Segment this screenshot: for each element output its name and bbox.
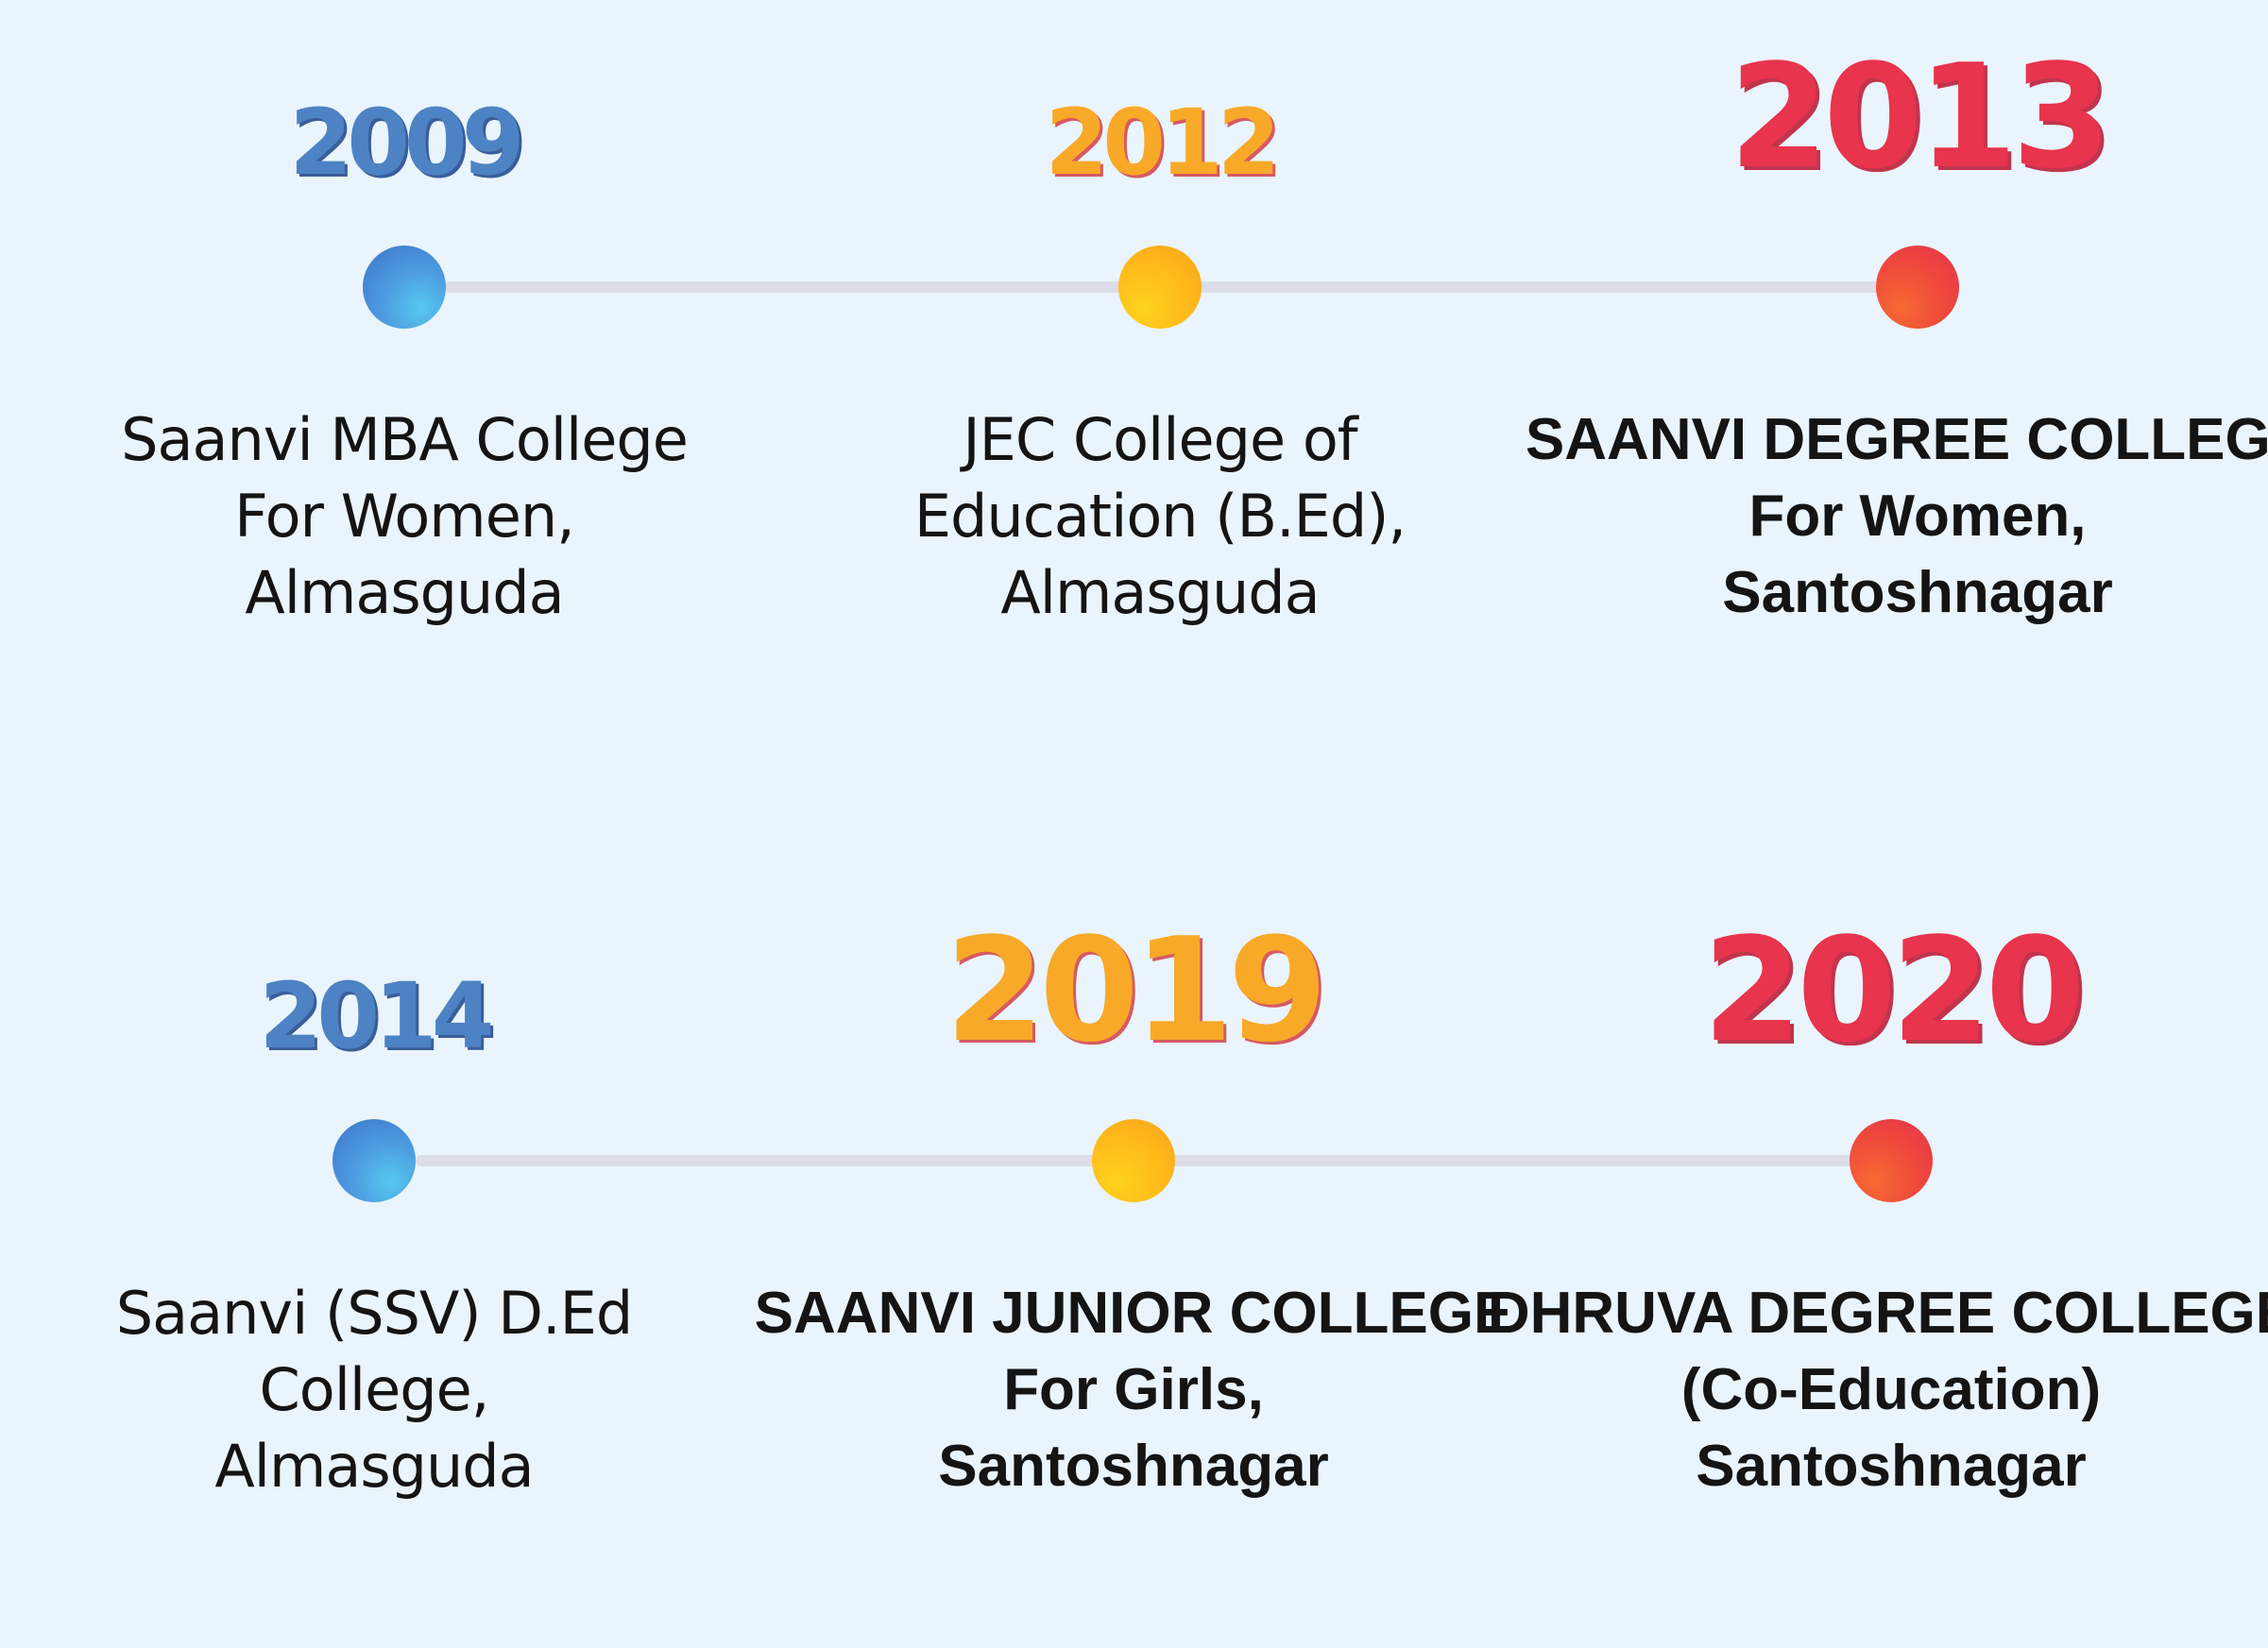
milestone-description: JEC College of Education (B.Ed), Almasgu… bbox=[913, 405, 1407, 627]
milestone-2019: 2019 SAANVI JUNIOR COLLEGE For Girls, Sa… bbox=[755, 874, 1513, 1648]
milestone-year: 2014 bbox=[259, 963, 494, 1069]
milestone-dot bbox=[1092, 1119, 1175, 1202]
milestone-dot bbox=[363, 246, 446, 329]
milestone-year: 2009 bbox=[289, 90, 524, 195]
milestone-year: 2013 bbox=[1729, 33, 2111, 200]
milestone-year: 2020 bbox=[1702, 907, 2085, 1074]
milestone-dot bbox=[333, 1119, 416, 1202]
milestone-year: 2019 bbox=[945, 907, 1327, 1074]
milestone-description: DHRUVA DEGREE COLLEGE (Co-Education) San… bbox=[1487, 1281, 2268, 1499]
milestone-description: SAANVI JUNIOR COLLEGE For Girls, Santosh… bbox=[754, 1281, 1513, 1499]
timeline-row-2: 2014 Saanvi (SSV) D.Ed College, Almasgud… bbox=[0, 874, 2268, 1648]
timeline-row-1: 2009 Saanvi MBA College For Women, Almas… bbox=[0, 0, 2268, 774]
milestone-description: Saanvi MBA College For Women, Almasguda bbox=[121, 405, 689, 627]
milestone-dot bbox=[1850, 1119, 1933, 1202]
milestone-year: 2012 bbox=[1045, 90, 1280, 195]
milestone-2012: 2012 JEC College of Education (B.Ed), Al… bbox=[914, 0, 1407, 774]
milestone-2009: 2009 Saanvi MBA College For Women, Almas… bbox=[121, 0, 689, 774]
milestone-dot bbox=[1876, 246, 1959, 329]
milestone-2020: 2020 DHRUVA DEGREE COLLEGE (Co-Education… bbox=[1488, 874, 2268, 1648]
milestone-description: SAANVI DEGREE COLLEGE For Women, Santosh… bbox=[1525, 407, 2268, 625]
milestone-dot bbox=[1118, 246, 1202, 329]
milestone-2014: 2014 Saanvi (SSV) D.Ed College, Almasgud… bbox=[116, 874, 633, 1648]
milestone-description: Saanvi (SSV) D.Ed College, Almasguda bbox=[115, 1279, 633, 1501]
milestone-2013: 2013 SAANVI DEGREE COLLEGE For Women, Sa… bbox=[1526, 0, 2268, 774]
